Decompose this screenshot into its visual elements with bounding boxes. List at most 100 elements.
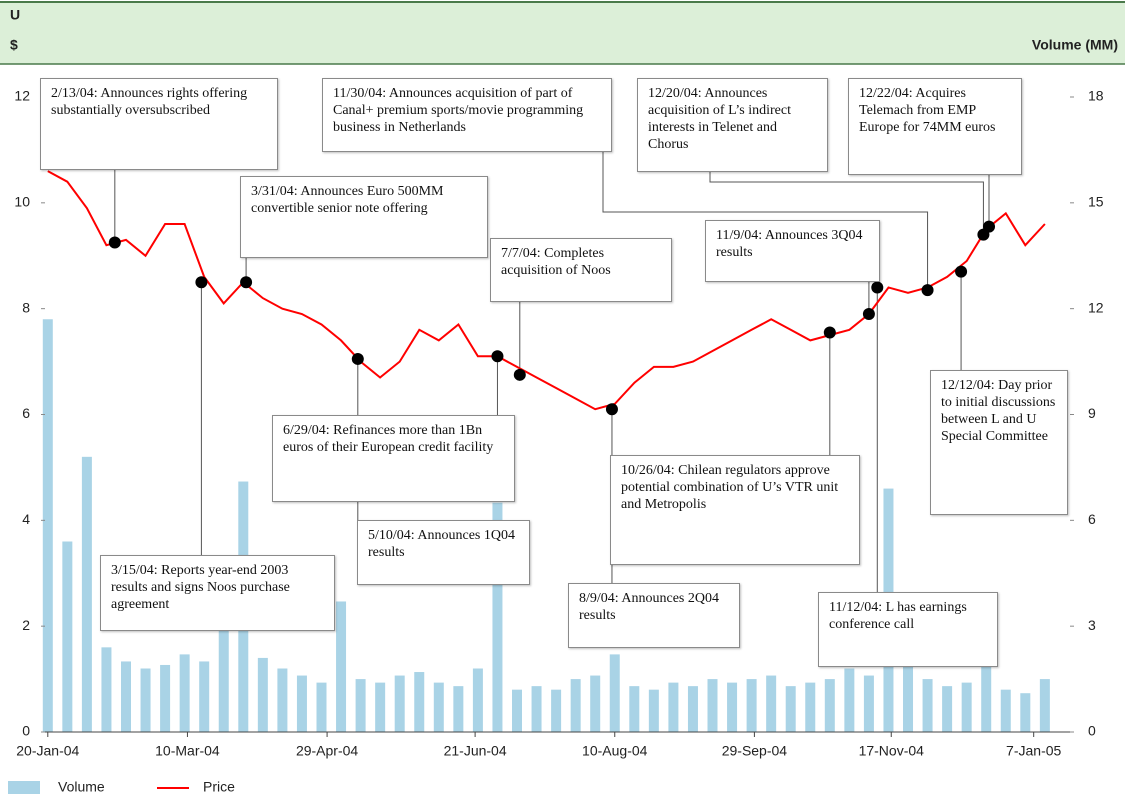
volume-bar — [785, 686, 796, 732]
event-dot — [921, 284, 934, 297]
volume-bar — [766, 675, 777, 732]
price-line — [47, 170, 1046, 411]
annotation-box: 3/31/04: Announces Euro 500MM convertibl… — [240, 176, 488, 258]
volume-bar — [551, 689, 562, 732]
event-dot — [513, 368, 526, 381]
event-dots — [108, 220, 996, 416]
event-dot — [955, 265, 968, 278]
volume-bar — [336, 601, 347, 732]
volume-bar — [160, 664, 171, 732]
x-tick-label: 17-Nov-04 — [859, 743, 925, 759]
volume-bar — [394, 675, 405, 732]
y2-tick-label: 6 — [1088, 511, 1096, 527]
y-tick-label: 6 — [22, 405, 30, 421]
y2-axis-label: Volume (MM) — [1032, 37, 1118, 53]
x-tick-label: 29-Sep-04 — [722, 743, 788, 759]
x-tick-label: 10-Aug-04 — [582, 743, 648, 759]
volume-bar — [257, 657, 268, 732]
y-tick-label: 12 — [14, 88, 30, 104]
y-tick-label: 0 — [22, 723, 30, 739]
volume-bar — [199, 661, 210, 732]
volume-bar — [863, 675, 874, 732]
annotation-box: 11/12/04: L has earnings conference call — [818, 592, 998, 667]
volume-bar — [101, 647, 112, 732]
annotation-box: 7/7/04: Completes acquisition of Noos — [490, 238, 672, 302]
annotation-box: 6/29/04: Refinances more than 1Bn euros … — [272, 415, 515, 502]
volume-bar — [218, 626, 229, 732]
event-dot — [862, 307, 875, 320]
legend-swatch — [8, 781, 40, 794]
annotation-box: 5/10/04: Announces 1Q04 results — [357, 520, 530, 585]
volume-bar — [1039, 679, 1050, 732]
y2-tick-label: 0 — [1088, 723, 1096, 739]
y-tick-label: 2 — [22, 617, 30, 633]
y2-tick-label: 15 — [1088, 194, 1104, 210]
volume-bar — [120, 661, 131, 732]
y-axis-label: $ — [10, 37, 18, 53]
volume-bar — [1000, 689, 1011, 732]
event-dot — [491, 350, 504, 363]
price-line — [47, 170, 1046, 411]
volume-bar — [179, 654, 190, 732]
y2-tick-label: 12 — [1088, 299, 1104, 315]
volume-bar — [453, 686, 464, 732]
chart-title: U — [10, 7, 20, 23]
volume-bar — [570, 679, 581, 732]
legend-label: Price — [203, 779, 235, 795]
volume-bar — [942, 686, 953, 732]
volume-bars — [42, 319, 1050, 732]
volume-bar — [42, 319, 53, 732]
volume-bar — [355, 679, 366, 732]
volume-bar — [805, 682, 816, 732]
volume-bar — [472, 668, 483, 732]
x-tick-label: 21-Jun-04 — [444, 743, 507, 759]
volume-bar — [922, 679, 933, 732]
y2-tick-label: 9 — [1088, 405, 1096, 421]
volume-bar — [433, 682, 444, 732]
volume-bar — [62, 541, 73, 732]
annotation-box: 12/20/04: Announces acquisition of L’s i… — [637, 78, 828, 172]
volume-bar — [648, 689, 659, 732]
annotation-box: 11/30/04: Announces acquisition of part … — [322, 78, 612, 152]
volume-bar — [707, 679, 718, 732]
volume-bar — [375, 682, 386, 732]
legend-label: Volume — [58, 779, 105, 795]
annotation-box: 12/22/04: Acquires Telemach from EMP Eur… — [848, 78, 1022, 175]
volume-bar — [668, 682, 679, 732]
y-tick-label: 10 — [14, 194, 30, 210]
volume-bar — [727, 682, 738, 732]
volume-bar — [590, 675, 601, 732]
y-tick-label: 8 — [22, 299, 30, 315]
event-dot — [195, 276, 208, 289]
annotation-box: 2/13/04: Announces rights offering subst… — [40, 78, 278, 170]
header-band — [0, 2, 1125, 64]
volume-bar — [961, 682, 972, 732]
x-tick-label: 7-Jan-05 — [1006, 743, 1061, 759]
volume-bar — [824, 679, 835, 732]
volume-bar — [1020, 693, 1031, 732]
event-dot — [108, 236, 121, 249]
volume-bar — [81, 456, 92, 732]
annotation-box: 12/12/04: Day prior to initial discussio… — [930, 370, 1068, 515]
event-dot — [983, 220, 996, 233]
volume-bar — [140, 668, 151, 732]
volume-bar — [531, 686, 542, 732]
volume-bar — [629, 686, 640, 732]
x-tick-label: 29-Apr-04 — [296, 743, 358, 759]
volume-bar — [414, 672, 425, 732]
volume-bar — [609, 654, 620, 732]
volume-bar — [981, 647, 992, 732]
event-dot — [871, 281, 884, 294]
annotation-box: 8/9/04: Announces 2Q04 results — [568, 583, 740, 648]
volume-bar — [844, 668, 855, 732]
y2-tick-label: 18 — [1088, 88, 1104, 104]
axes: 0 2 4 6 8 10 12 0 3 6 9 12 15 18 20-Jan-04 10-Mar-04 29-… — [14, 88, 1103, 759]
event-dot — [823, 326, 836, 339]
volume-bar — [277, 668, 288, 732]
x-tick-label: 20-Jan-04 — [16, 743, 79, 759]
volume-bar — [316, 682, 327, 732]
volume-bar — [492, 502, 503, 732]
annotation-box: 11/9/04: Announces 3Q04 results — [705, 220, 880, 282]
volume-bar — [512, 689, 523, 732]
